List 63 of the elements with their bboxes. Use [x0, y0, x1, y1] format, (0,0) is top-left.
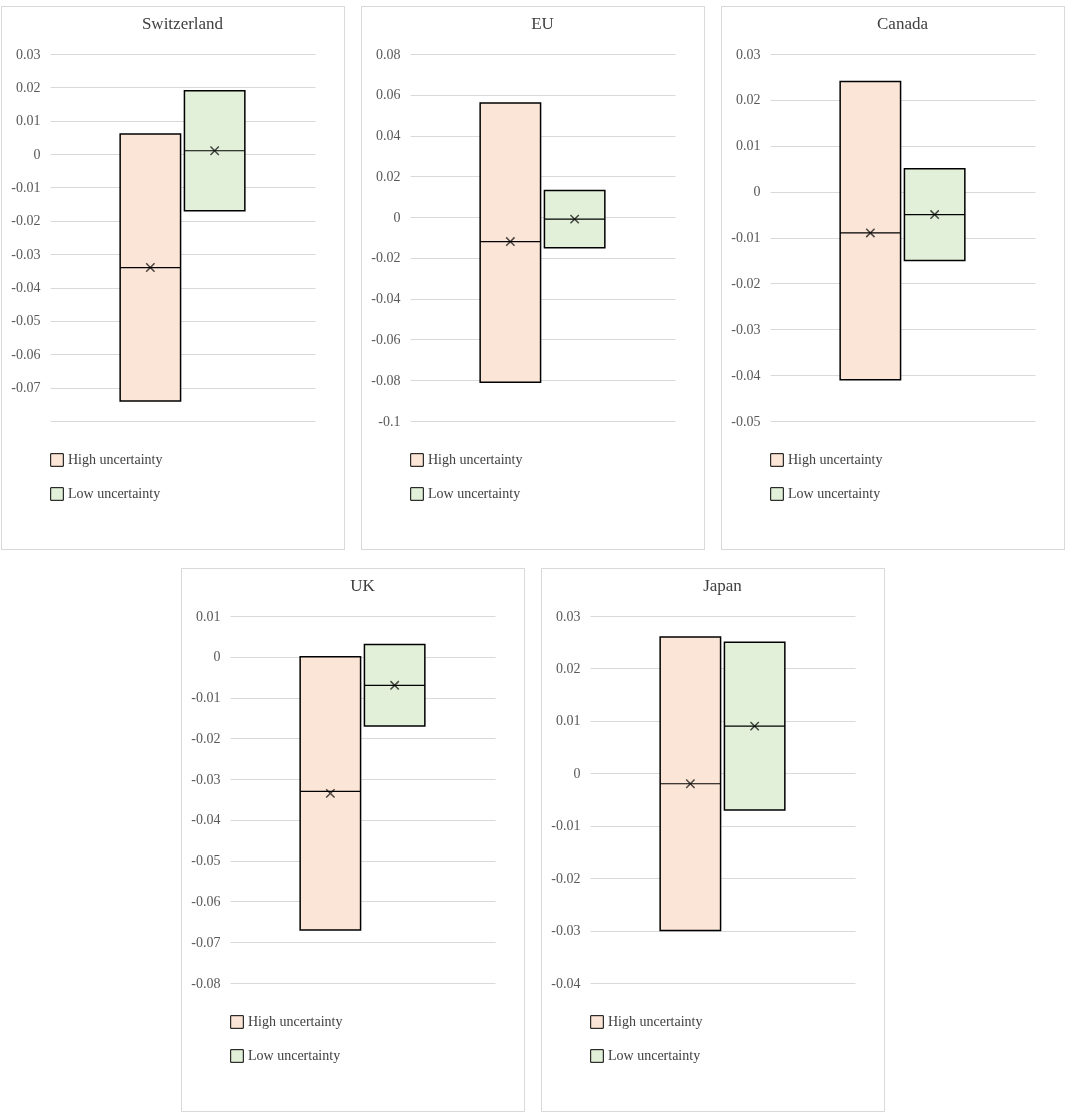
- y-tick-label: 0: [753, 184, 761, 200]
- y-tick-label: -0.01: [551, 818, 581, 834]
- y-tick-label: 0.03: [736, 46, 761, 62]
- y-tick-label: -0.05: [731, 413, 761, 429]
- y-tick-label: 0.01: [196, 608, 221, 624]
- y-tick-label: -0.06: [191, 893, 221, 909]
- y-tick-label: -0.02: [551, 870, 581, 886]
- y-tick-label: 0.01: [16, 113, 41, 129]
- chart-title: Japan: [703, 576, 743, 595]
- y-tick-label: -0.07: [11, 380, 41, 396]
- y-tick-label: -0.02: [731, 275, 761, 291]
- y-tick-label: 0.06: [376, 87, 401, 103]
- y-tick-label: 0.03: [16, 46, 41, 62]
- y-tick-label: 0.01: [556, 713, 581, 729]
- y-tick-label: -0.04: [191, 812, 221, 828]
- y-tick-label: -0.1: [378, 413, 401, 429]
- y-tick-label: -0.04: [731, 367, 761, 383]
- legend-label: High uncertainty: [428, 452, 523, 467]
- y-tick-label: -0.04: [371, 291, 401, 307]
- y-tick-label: -0.02: [11, 213, 41, 229]
- chart-title: UK: [350, 576, 376, 595]
- y-tick-label: -0.01: [11, 179, 41, 195]
- y-tick-label: -0.02: [191, 730, 221, 746]
- y-tick-label: -0.08: [371, 372, 401, 388]
- y-tick-label: -0.06: [11, 346, 41, 362]
- y-tick-label: 0: [213, 649, 221, 665]
- legend-label: Low uncertainty: [248, 1048, 341, 1063]
- legend-label: High uncertainty: [608, 1014, 703, 1029]
- legend-label: Low uncertainty: [788, 486, 881, 501]
- y-tick-label: 0.03: [556, 608, 581, 624]
- y-tick-label: 0: [573, 765, 581, 781]
- chart-title: Canada: [877, 14, 929, 33]
- y-tick-label: 0.08: [376, 46, 401, 62]
- y-tick-label: 0: [33, 146, 41, 162]
- y-tick-label: 0.02: [376, 168, 401, 184]
- y-tick-label: -0.01: [191, 690, 221, 706]
- y-tick-label: -0.05: [191, 853, 221, 869]
- y-tick-label: -0.03: [11, 246, 41, 262]
- y-tick-label: -0.03: [191, 771, 221, 787]
- y-tick-label: -0.03: [551, 923, 581, 939]
- chart-title: Switzerland: [141, 14, 224, 33]
- legend-label: High uncertainty: [788, 452, 883, 467]
- legend-label: Low uncertainty: [68, 486, 161, 501]
- y-tick-label: 0: [393, 209, 401, 225]
- y-tick-label: 0.02: [556, 660, 581, 676]
- y-tick-label: -0.02: [371, 250, 401, 266]
- legend-label: High uncertainty: [248, 1014, 343, 1029]
- legend-label: High uncertainty: [68, 452, 163, 467]
- y-tick-label: -0.06: [371, 331, 401, 347]
- y-tick-label: 0.01: [736, 138, 761, 154]
- legend-label: Low uncertainty: [428, 486, 521, 501]
- legend-label: Low uncertainty: [608, 1048, 701, 1063]
- chart-title: EU: [531, 14, 554, 33]
- y-tick-label: -0.07: [191, 934, 221, 950]
- y-tick-label: 0.02: [16, 79, 41, 95]
- y-tick-label: -0.04: [11, 280, 41, 296]
- y-tick-label: 0.04: [376, 128, 401, 144]
- y-tick-label: -0.03: [731, 321, 761, 337]
- y-tick-label: -0.08: [191, 975, 221, 991]
- y-tick-label: -0.04: [551, 975, 581, 991]
- y-tick-label: -0.01: [731, 230, 761, 245]
- y-tick-label: 0.02: [736, 92, 761, 108]
- y-tick-label: -0.05: [11, 313, 41, 329]
